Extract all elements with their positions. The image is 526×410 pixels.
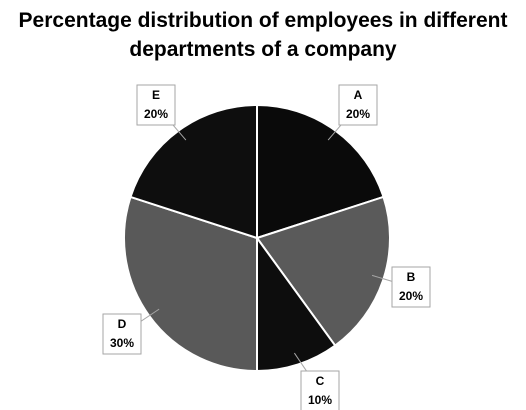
value-label: 20% — [346, 107, 370, 121]
category-label: D — [118, 317, 127, 331]
pie-slice — [256, 103, 385, 240]
value-label: 20% — [144, 107, 168, 121]
category-label: A — [354, 88, 363, 102]
category-label: C — [316, 374, 325, 388]
category-label: E — [152, 88, 160, 102]
label-box — [300, 370, 340, 410]
label-box — [136, 84, 176, 126]
chart-title: Percentage distribution of employees in … — [18, 9, 508, 61]
label-box — [338, 84, 378, 126]
value-label: 10% — [308, 393, 332, 407]
label-box — [391, 266, 431, 308]
value-label: 20% — [399, 289, 423, 303]
pie-slice — [129, 103, 258, 240]
pie-slice — [256, 234, 337, 373]
value-label: 30% — [110, 336, 134, 350]
category-label: B — [407, 270, 416, 284]
label-box — [102, 313, 142, 355]
